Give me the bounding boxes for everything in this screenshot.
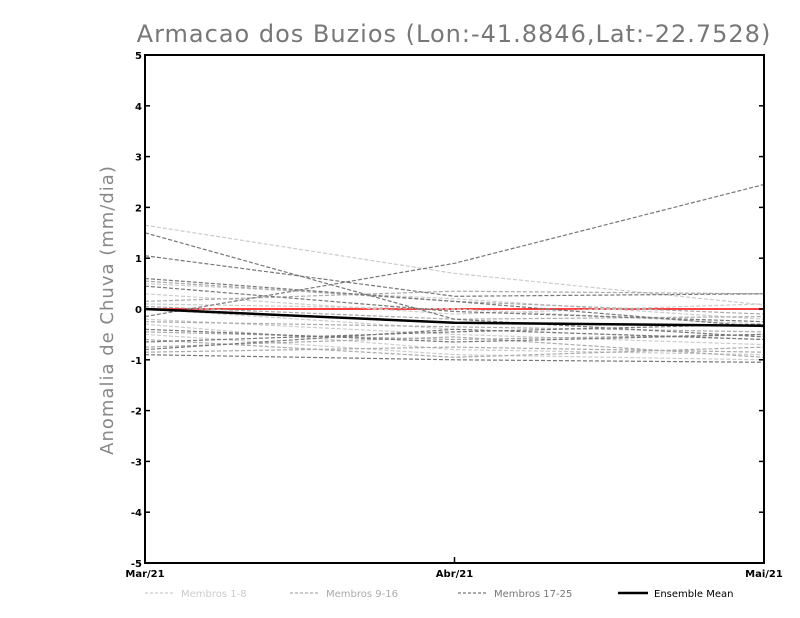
member-line-25 <box>144 328 765 351</box>
member-line-1 <box>144 224 765 306</box>
member-line-6 <box>144 293 765 315</box>
member-line-13 <box>144 321 765 333</box>
legend-label: Membros 17-25 <box>494 589 572 600</box>
member-line-12 <box>144 280 765 315</box>
member-line-9 <box>144 290 765 302</box>
y-tick-label: -1 <box>131 356 142 367</box>
legend: Membros 1-8 Membros 9-16 Membros 17-25 Ense… <box>145 589 733 600</box>
ensemble-mean-line <box>144 307 765 328</box>
x-tick-label: Mar/21 <box>125 569 164 580</box>
member-line-10 <box>144 331 765 341</box>
y-axis-label: Anomalia de Chuva (mm/dia) <box>97 165 118 455</box>
member-line-23 <box>144 285 765 323</box>
y-tick-label: -3 <box>131 457 142 468</box>
legend-label: Ensemble Mean <box>654 589 733 600</box>
member-line-24 <box>144 328 765 343</box>
y-tick-label: 1 <box>135 254 142 265</box>
member-line-19 <box>144 255 765 297</box>
member-line-22 <box>144 354 765 363</box>
y-tick-label: 3 <box>135 153 142 164</box>
member-line-4 <box>144 303 765 325</box>
y-tick-label: 0 <box>135 305 142 316</box>
y-tick-label: -4 <box>131 508 142 519</box>
y-tick-label: -5 <box>131 559 142 570</box>
y-tick-label: 5 <box>135 51 142 62</box>
member-line-5 <box>144 333 765 361</box>
x-tick-label: Abr/21 <box>436 569 473 580</box>
chart-title: Armacao dos Buzios (Lon:-41.8846,Lat:-22… <box>137 20 772 48</box>
member-line-8 <box>144 283 765 320</box>
member-line-11 <box>144 346 765 353</box>
y-tick-label: -2 <box>131 407 142 418</box>
tick-layer: -5 -4 -3 -2 -1 0 1 2 3 4 5 Mar/21 Abr/21 Mai/21 <box>125 51 782 580</box>
y-tick-label: 2 <box>135 203 142 214</box>
member-line-21 <box>144 323 765 343</box>
member-line-18 <box>144 183 765 318</box>
series-layer <box>144 183 765 363</box>
member-line-16 <box>144 336 765 358</box>
legend-label: Membros 1-8 <box>181 589 247 600</box>
y-tick-label: 4 <box>135 102 142 113</box>
member-line-3 <box>144 323 765 356</box>
legend-label: Membros 9-16 <box>326 589 398 600</box>
x-tick-label: Mai/21 <box>745 569 783 580</box>
member-line-17 <box>144 232 765 338</box>
member-line-7 <box>144 318 765 346</box>
